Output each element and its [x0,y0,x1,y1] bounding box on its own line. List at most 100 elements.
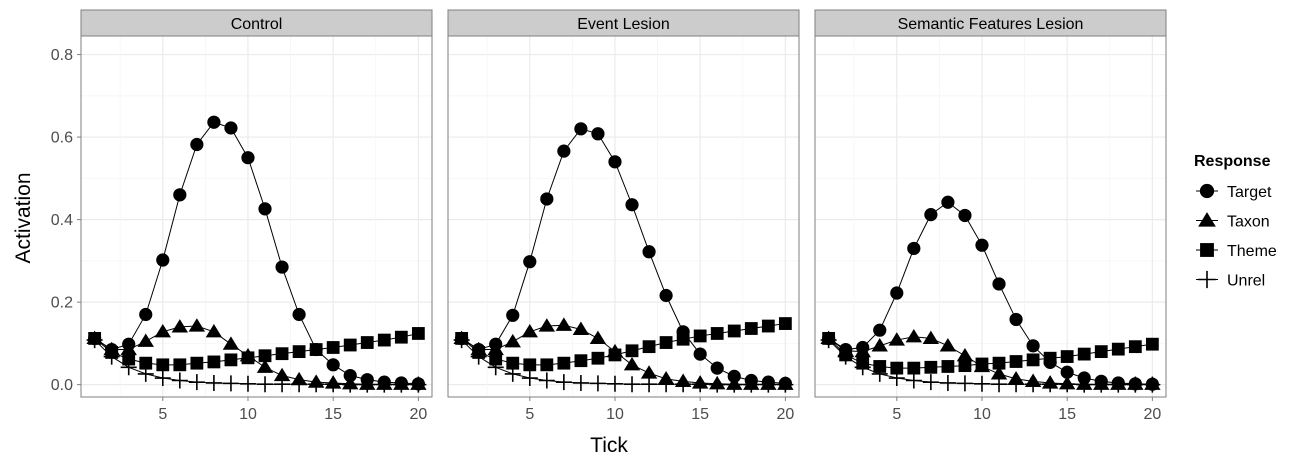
data-point-taxon [188,318,206,332]
data-point-unrel [641,376,658,393]
data-point-taxon [487,341,504,356]
data-point-target [207,115,221,129]
x-tick-label: 20 [409,406,427,423]
grid [815,36,1166,397]
data-point-target [1060,365,1074,379]
data-point-taxon [137,333,154,347]
data-point-unrel [410,376,427,393]
x-axis-title: Tick [590,434,628,457]
data-point-theme [224,353,238,367]
data-point-theme [241,351,255,365]
data-point-taxon [939,338,957,352]
y-tick-label: 0.8 [51,47,73,64]
data-point-target [727,369,741,383]
data-point-target [992,277,1006,291]
data-point-theme [727,324,741,338]
data-point-theme [489,352,503,366]
data-point-target [625,198,639,212]
y-axis-title: Activation [12,172,35,263]
data-point-taxon [256,359,274,373]
data-point-theme [1145,337,1159,351]
data-point-taxon [154,324,171,338]
data-point-theme [1128,340,1142,354]
data-point-theme [924,360,938,374]
legend-key-marker [1198,270,1216,289]
data-point-target [642,245,656,259]
data-point-unrel [205,374,222,391]
data-point-taxon [871,338,888,352]
legend-key-marker [1199,183,1215,199]
data-point-target [523,255,537,269]
facet-panel: Event Lesion 5 10 15 20 [447,9,800,423]
data-point-unrel [692,376,709,393]
x-tick-label: 15 [691,406,709,423]
data-point-theme [744,322,758,335]
data-point-unrel [342,376,359,393]
data-point-unrel [675,376,692,393]
data-point-target [608,155,622,169]
data-point-target [907,241,921,256]
data-point-target [693,347,707,361]
data-point-unrel [487,359,504,376]
data-point-theme [890,361,904,375]
data-point-unrel [538,372,555,389]
series-points-unrel [453,332,794,393]
data-point-unrel [325,376,342,393]
data-point-target [173,188,187,202]
legend-item-taxon: Taxon [1196,212,1270,231]
data-point-taxon [555,317,573,331]
data-point-unrel [1144,376,1161,393]
data-point-target [890,286,904,300]
data-point-theme [941,360,955,373]
data-point-unrel [820,332,837,349]
data-point-unrel [871,365,888,382]
data-point-theme [778,317,792,330]
data-point-taxon [888,332,905,346]
data-point-theme [122,352,136,366]
data-point-target [591,127,605,141]
data-point-theme [156,358,170,372]
data-point-target [659,288,673,303]
data-point-unrel [606,375,623,392]
data-point-theme [275,347,289,361]
data-point-target [241,151,255,165]
data-point-theme [958,359,972,373]
data-point-unrel [922,374,939,391]
data-point-unrel [658,376,675,393]
data-point-theme [710,327,724,340]
data-point-unrel [589,375,606,392]
data-point-unrel [1093,376,1110,393]
data-point-theme [139,356,153,370]
data-point-unrel [1076,376,1093,393]
data-point-theme [659,336,673,349]
x-tick-label: 5 [525,406,534,423]
data-point-unrel [888,370,905,387]
data-point-taxon [623,357,641,371]
data-point-theme [292,345,306,359]
facet-panel: Control 5 10 15 20 [80,9,433,423]
data-point-theme [642,340,656,354]
data-point-unrel [291,376,308,393]
legend-label: Taxon [1227,214,1270,231]
legend-label: Target [1227,184,1272,201]
data-point-unrel [1008,376,1025,393]
data-point-theme [676,332,690,346]
data-point-unrel [726,376,743,393]
data-point-unrel [1127,376,1144,393]
data-point-unrel [470,348,487,365]
data-point-target [506,308,520,322]
data-point-theme [411,327,425,340]
data-point-theme [343,338,357,352]
data-point-theme [377,333,391,347]
data-point-target [326,358,340,372]
data-point-target [1026,339,1040,353]
data-point-taxon [521,324,538,338]
data-point-theme [1094,345,1108,359]
series-points-unrel [820,332,1161,393]
data-point-unrel [376,376,393,393]
legend-item-target: Target [1196,183,1272,201]
data-point-unrel [86,332,103,349]
legend-item-theme: Theme [1196,243,1277,260]
data-point-theme [625,344,639,358]
